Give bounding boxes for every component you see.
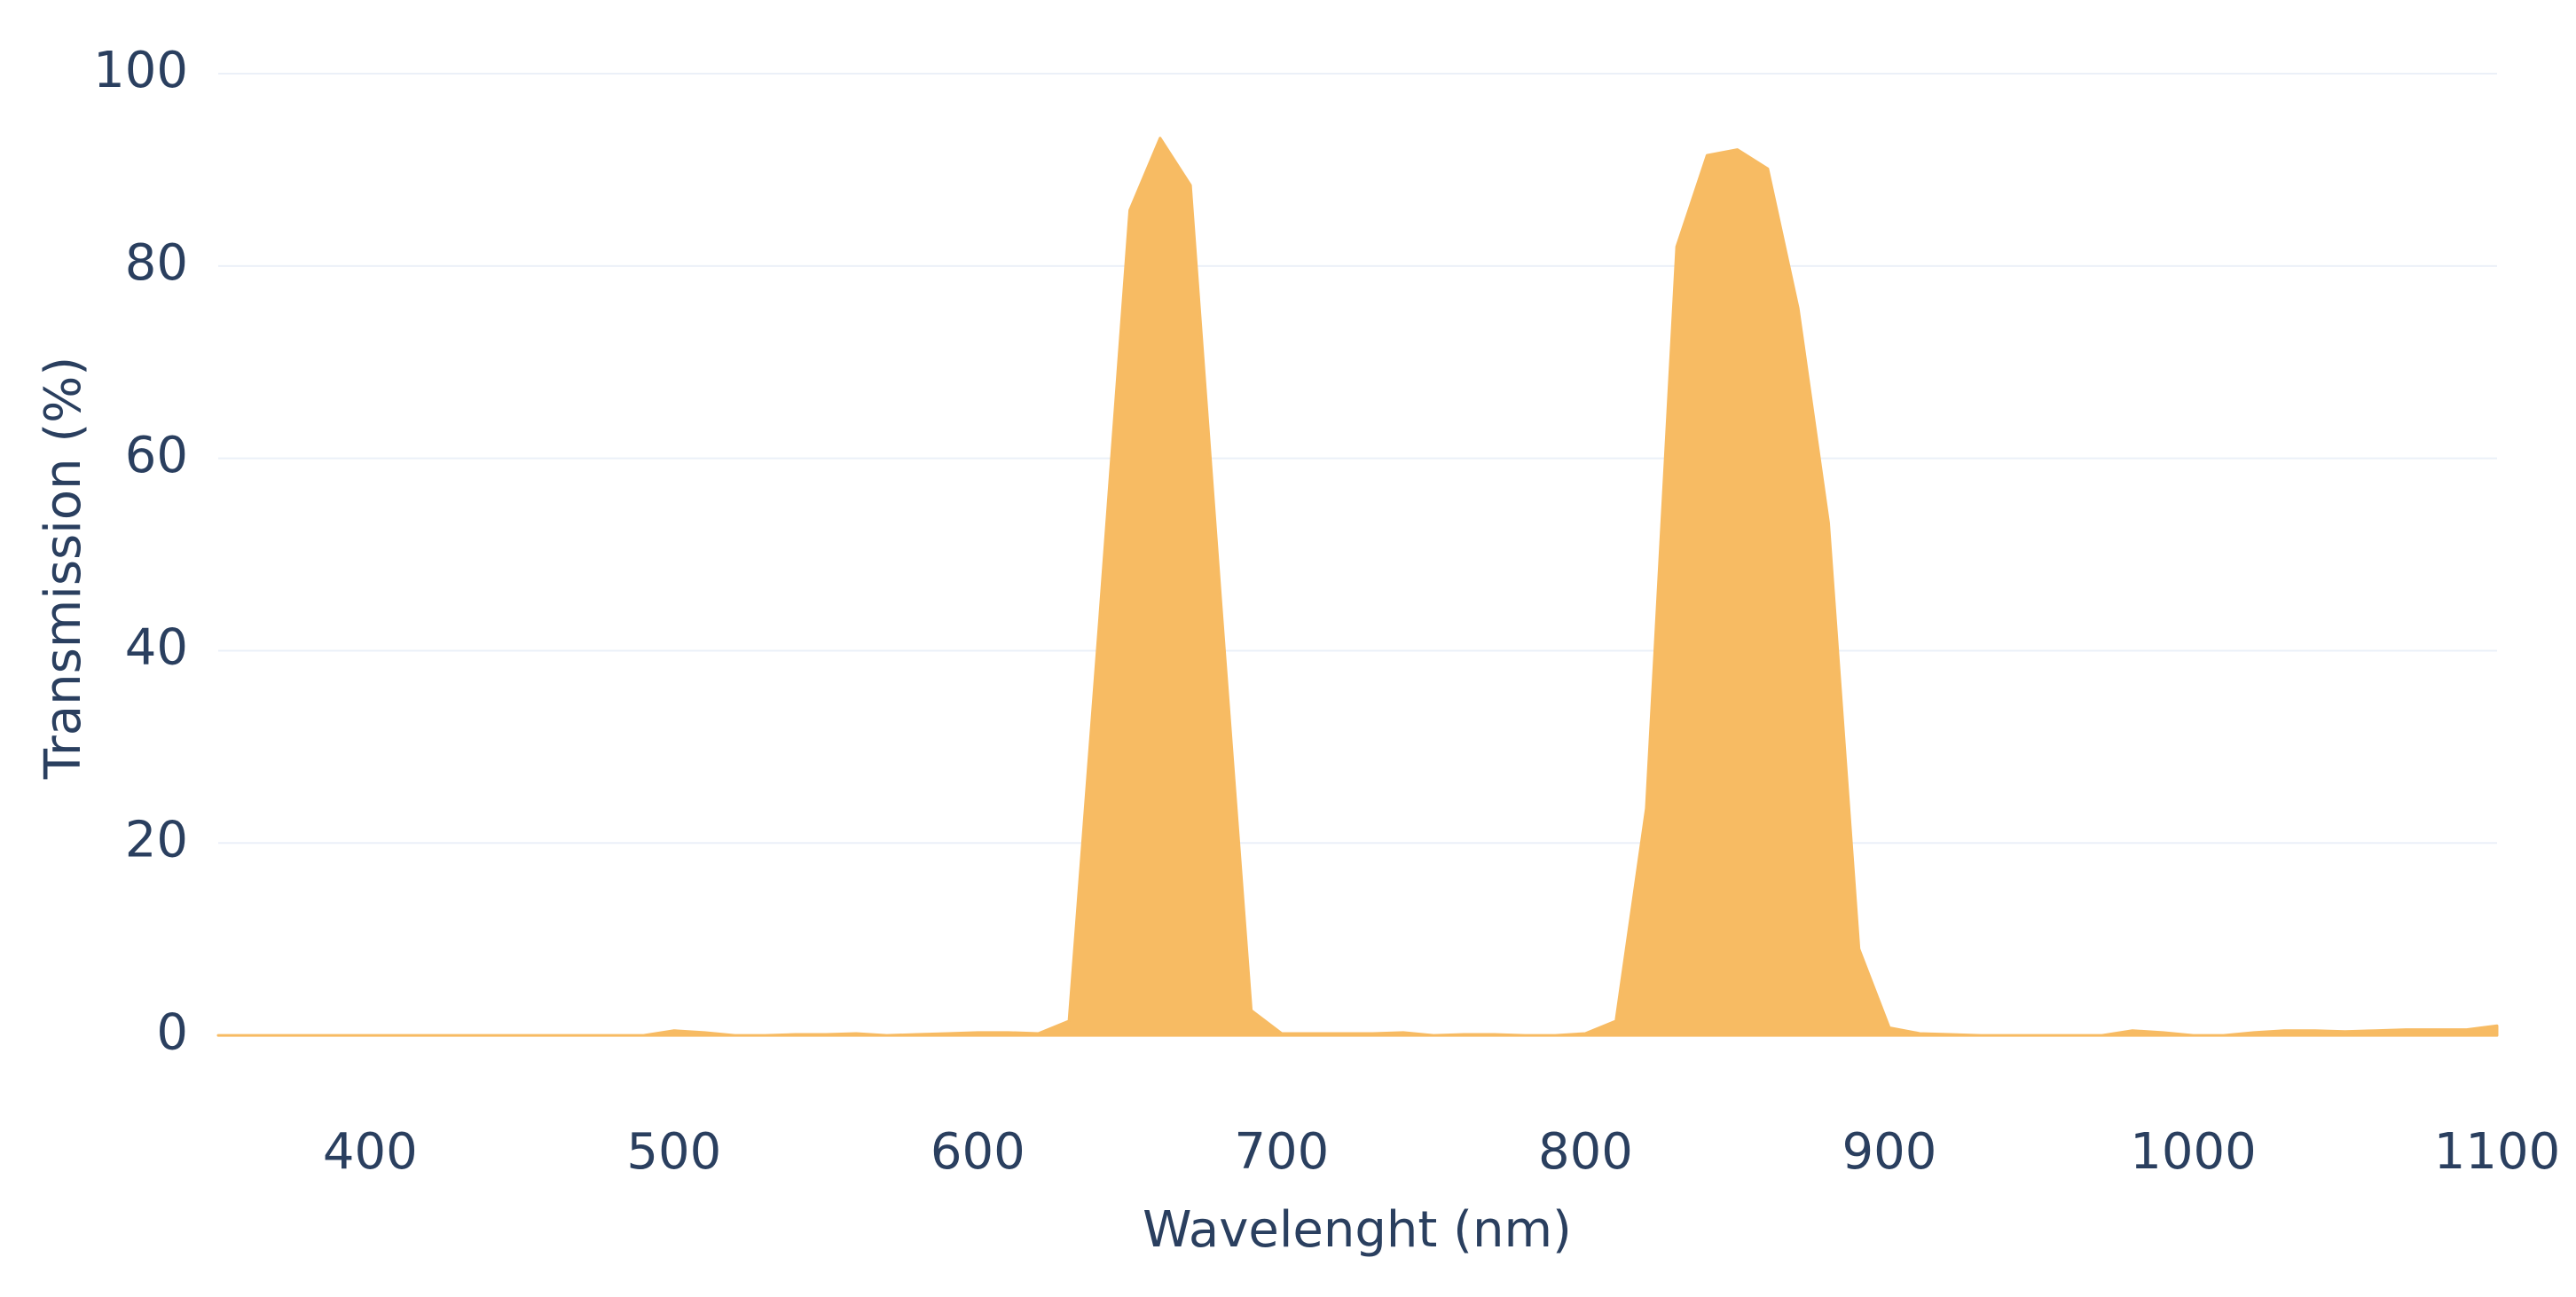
- y-tick-label: 80: [125, 234, 188, 292]
- y-tick-label: 60: [125, 427, 188, 484]
- x-tick-label: 900: [1842, 1123, 1936, 1181]
- x-tick-label: 800: [1538, 1123, 1633, 1181]
- x-tick-label: 1100: [2434, 1123, 2561, 1181]
- x-axis-title: Wavelenght (nm): [1143, 1201, 1572, 1259]
- x-tick-label: 1000: [2130, 1123, 2257, 1181]
- area: [216, 137, 2499, 1037]
- y-tick-label: 0: [156, 1003, 188, 1061]
- y-tick-label: 100: [93, 42, 188, 99]
- x-tick-label: 400: [323, 1123, 418, 1181]
- y-tick-label: 40: [125, 619, 188, 677]
- x-tick-label: 700: [1234, 1123, 1329, 1181]
- y-tick-label: 20: [125, 811, 188, 869]
- x-tick-label: 500: [626, 1123, 721, 1181]
- x-tick-label: 600: [931, 1123, 1025, 1181]
- y-axis-title: Transmission (%): [35, 357, 92, 780]
